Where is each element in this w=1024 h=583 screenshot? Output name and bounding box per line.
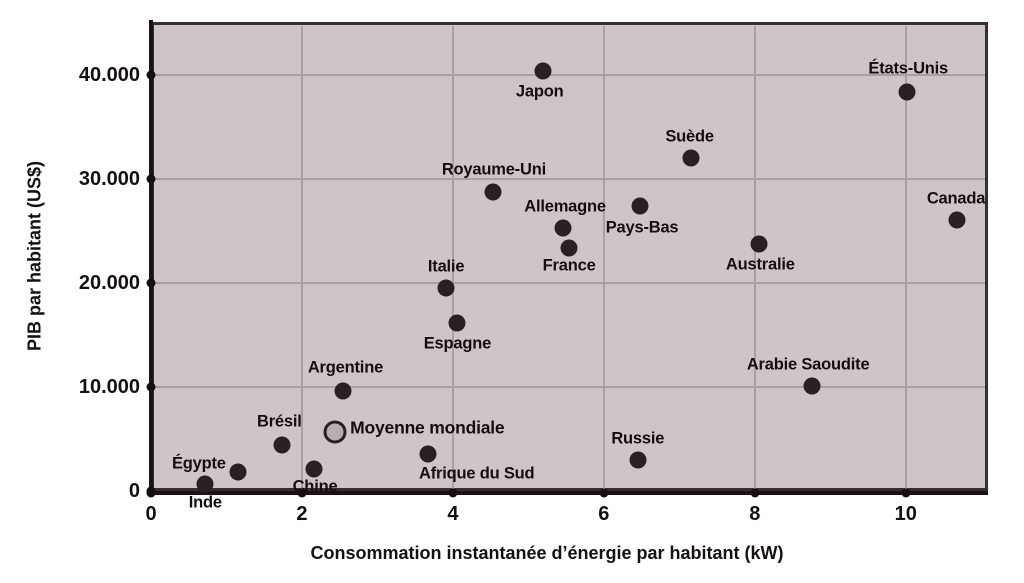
- gridline-y-20000: [154, 282, 985, 285]
- y-axis-title: PIB par habitant (US$): [24, 160, 45, 352]
- data-point-argentine: [334, 382, 352, 400]
- y-axis-line: [149, 20, 153, 495]
- point-label-pays-bas: Pays-Bas: [605, 218, 679, 237]
- gridline-y-30000: [154, 178, 985, 181]
- data-point-afrique-du-sud: [419, 445, 437, 463]
- x-tick-dot-0: [146, 488, 156, 498]
- gridline-y-10000: [154, 386, 985, 388]
- x-tick-dot-2: [297, 488, 307, 498]
- data-point-chine: [305, 460, 323, 478]
- point-label-france: France: [542, 256, 596, 275]
- point-label-afrique-du-sud: Afrique du Sud: [418, 464, 535, 483]
- x-tick-label-2: 2: [296, 503, 308, 525]
- point-label-japon: Japon: [515, 82, 564, 101]
- point-label-etats-unis: États-Unis: [868, 59, 949, 78]
- y-tick-label-10000: 10.000: [78, 376, 140, 398]
- gridline-y-40000: [154, 74, 985, 77]
- data-point-espagne: [448, 314, 466, 332]
- x-axis-line: [149, 491, 988, 495]
- data-point-allemagne: [554, 219, 572, 237]
- x-axis-title: Consommation instantanée d’énergie par h…: [310, 543, 784, 563]
- x-tick-label-6: 6: [598, 503, 610, 525]
- data-point-moyenne-mondiale: [323, 420, 347, 444]
- data-point-italie: [437, 279, 455, 297]
- data-point-etats-unis: [898, 83, 916, 101]
- y-tick-label-40000: 40.000: [78, 64, 140, 87]
- point-label-bresil: Brésil: [256, 412, 302, 431]
- data-point-bresil: [273, 436, 291, 454]
- data-point-egypte: [229, 463, 247, 481]
- gridline-x-10: [904, 26, 907, 490]
- point-label-egypte: Égypte: [171, 454, 226, 473]
- y-tick-label-0: 0: [128, 480, 140, 502]
- point-label-australie: Australie: [725, 255, 795, 273]
- x-tick-dot-10: [901, 488, 911, 498]
- x-tick-label-4: 4: [447, 503, 459, 525]
- point-label-russie: Russie: [611, 429, 665, 448]
- data-point-japon: [534, 62, 552, 80]
- data-point-arabie-saoudite: [803, 377, 821, 395]
- gridline-x-6: [602, 26, 605, 490]
- data-point-canada: [948, 211, 966, 229]
- point-label-royaume-uni: Royaume-Uni: [441, 160, 546, 178]
- x-tick-dot-4: [448, 488, 458, 498]
- point-label-inde: Inde: [188, 493, 222, 512]
- y-tick-dot-30000: [146, 174, 156, 184]
- plot-area: [151, 22, 988, 491]
- data-point-royaume-uni: [484, 183, 502, 200]
- data-point-france: [560, 239, 578, 257]
- data-point-suede: [682, 149, 700, 167]
- y-tick-dot-40000: [146, 70, 156, 80]
- y-tick-dot-10000: [146, 382, 156, 392]
- data-point-russie: [629, 451, 647, 469]
- gridline-x-4: [451, 26, 454, 490]
- data-point-australie: [750, 235, 768, 252]
- x-tick-dot-6: [599, 488, 609, 498]
- point-label-italie: Italie: [427, 257, 465, 276]
- point-label-suede: Suède: [665, 127, 714, 146]
- data-point-pays-bas: [631, 197, 649, 215]
- point-label-allemagne: Allemagne: [524, 197, 606, 216]
- x-tick-label-0: 0: [145, 503, 157, 525]
- y-tick-label-20000: 20.000: [78, 272, 140, 295]
- point-label-argentine: Argentine: [307, 358, 384, 377]
- point-label-moyenne-mondiale: Moyenne mondiale: [350, 417, 505, 438]
- x-tick-label-10: 10: [894, 503, 917, 525]
- point-label-chine: Chine: [292, 477, 338, 496]
- gridline-x-2: [300, 26, 303, 490]
- y-tick-label-30000: 30.000: [78, 168, 140, 191]
- point-label-canada: Canada: [926, 189, 986, 208]
- point-label-espagne: Espagne: [423, 334, 492, 353]
- x-tick-dot-8: [750, 488, 760, 498]
- x-tick-label-8: 8: [749, 503, 761, 525]
- point-label-arabie-saoudite: Arabie Saoudite: [746, 355, 870, 374]
- y-tick-dot-20000: [146, 278, 156, 288]
- gridline-x-8: [753, 26, 756, 490]
- data-point-inde: [196, 475, 214, 493]
